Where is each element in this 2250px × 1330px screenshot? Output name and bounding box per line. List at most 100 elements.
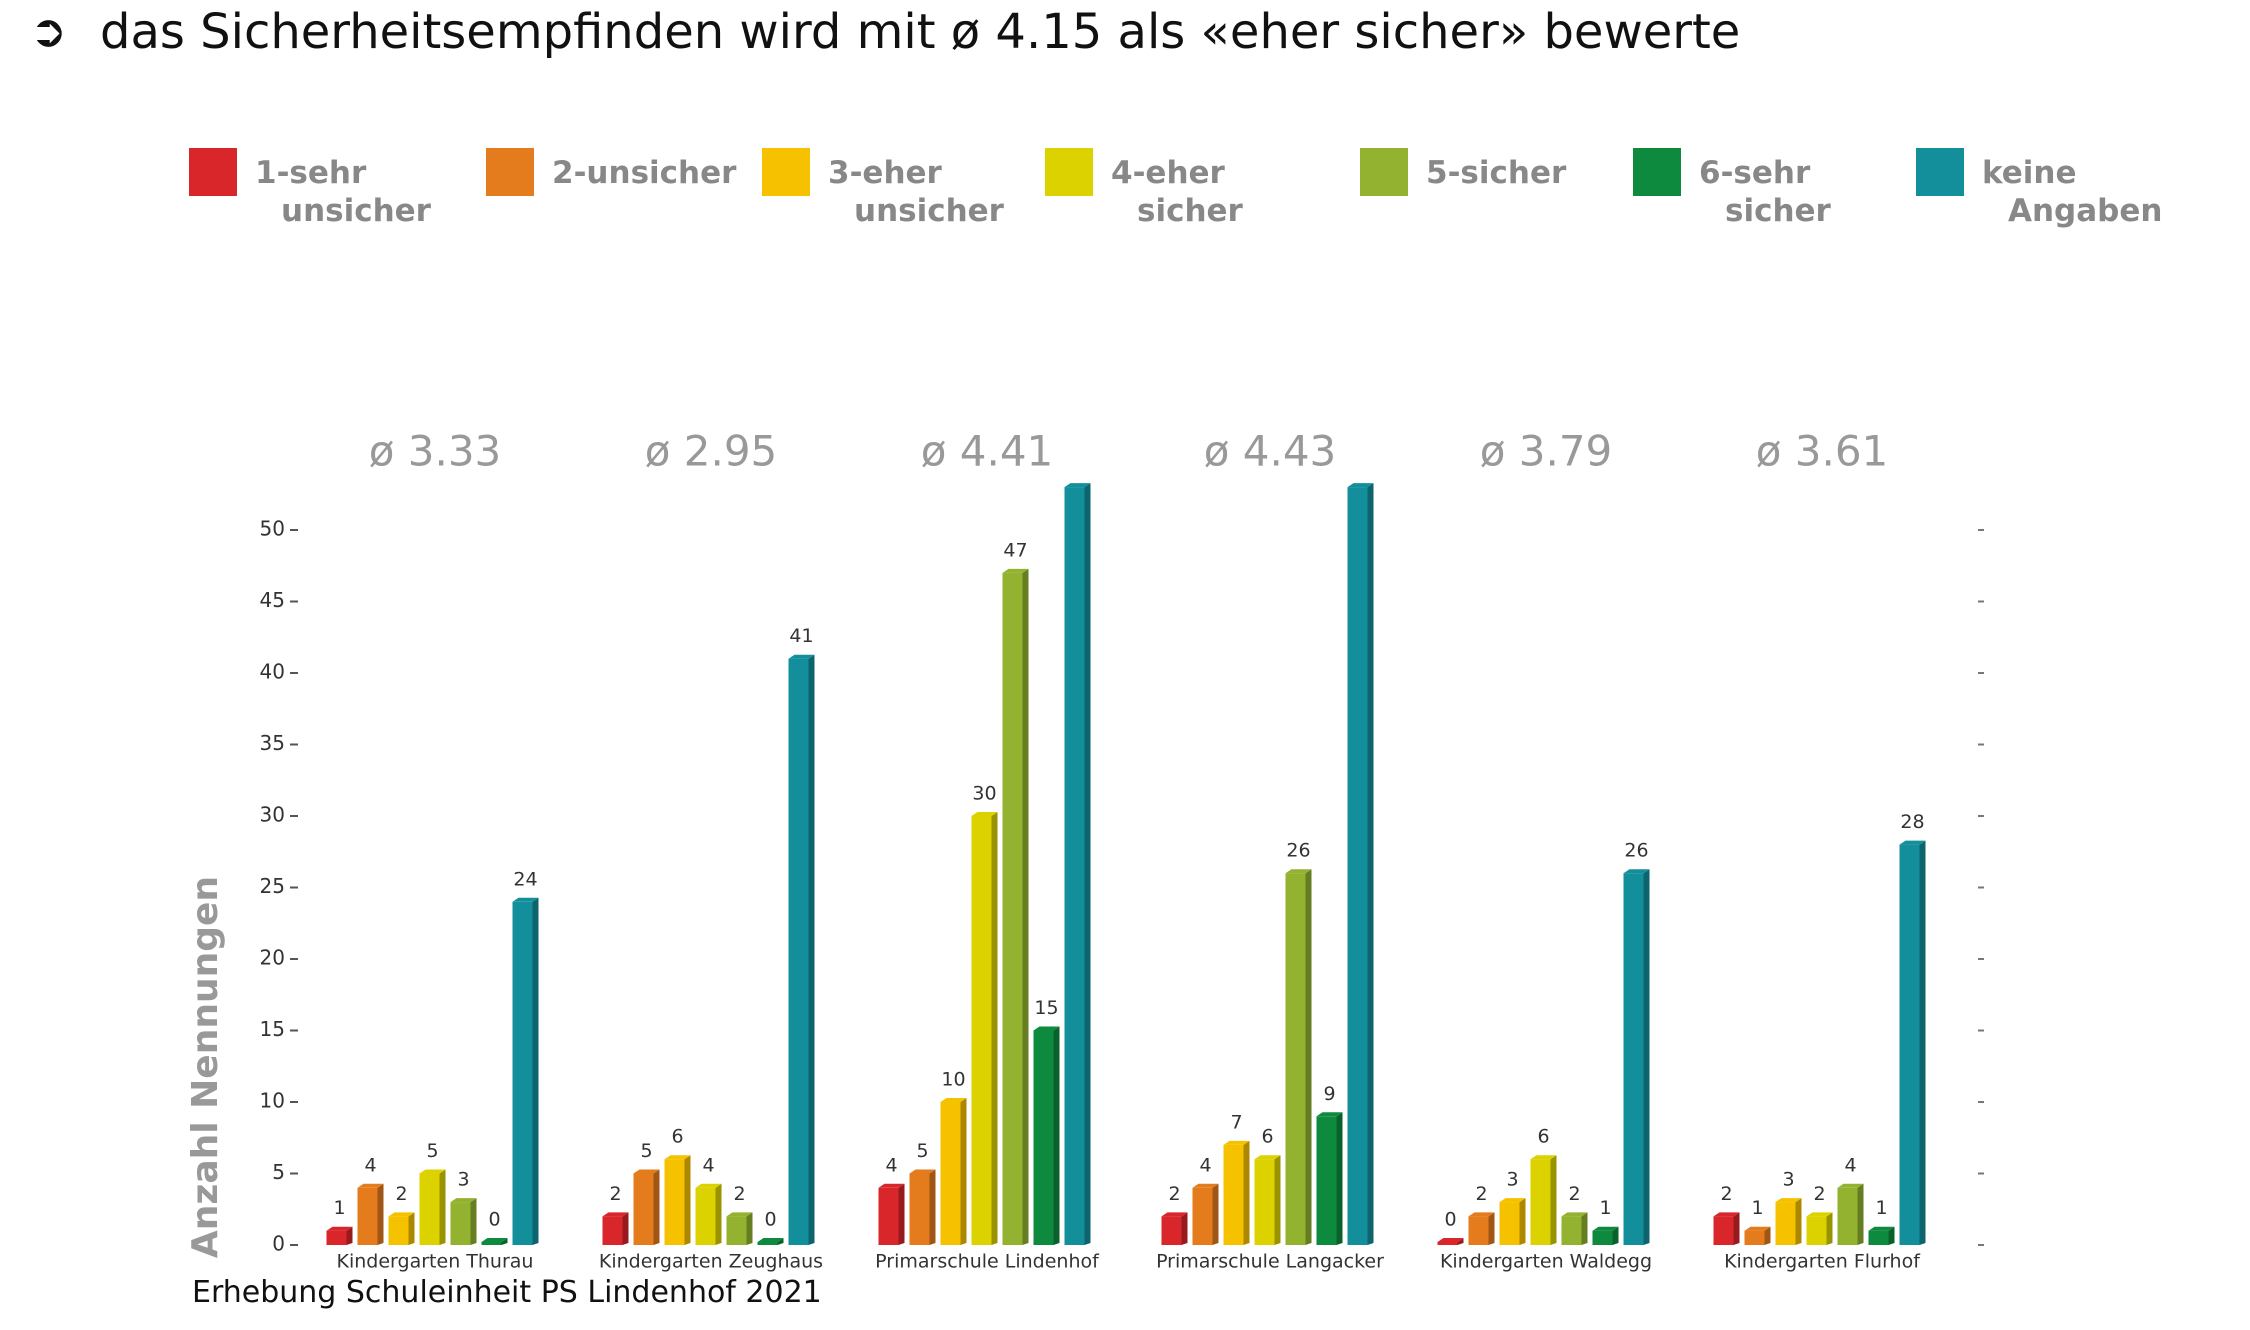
bar-side <box>929 1169 936 1245</box>
bar-side <box>622 1212 629 1245</box>
legend-label: 5-sicher <box>1426 155 1567 191</box>
bar-front <box>1868 1230 1889 1245</box>
bar <box>971 812 998 1245</box>
data-label: 3 <box>1506 1169 1518 1191</box>
bar-top <box>326 1226 353 1231</box>
bar-side <box>1826 1212 1833 1245</box>
data-label: 41 <box>789 625 813 647</box>
legend-label: 4-eher sicher <box>1111 155 1243 229</box>
bar-front <box>1161 1216 1182 1245</box>
bar <box>1592 1226 1619 1245</box>
x-tick-label: Primarschule Langacker <box>1156 1251 1384 1273</box>
bar <box>726 1212 753 1245</box>
chart-title: das Sicherheitsempfinden wird mit ø 4.15… <box>100 4 1741 60</box>
bar-side <box>777 1238 784 1245</box>
average-label: ø 4.41 <box>921 427 1054 476</box>
data-label: 1 <box>333 1197 345 1219</box>
bar <box>1161 1212 1188 1245</box>
bar-front <box>357 1187 378 1245</box>
y-tick-label: 15 <box>260 1017 285 1041</box>
bar-top <box>419 1169 446 1174</box>
bar-front <box>602 1216 623 1245</box>
data-label: 5 <box>426 1140 438 1162</box>
bar-side <box>1888 1226 1895 1245</box>
bar-front <box>512 901 533 1245</box>
legend-swatch <box>1916 148 1964 196</box>
arrow-icon: ➲ <box>30 6 67 57</box>
bar-front <box>1347 487 1368 1246</box>
y-tick-label: 30 <box>260 803 285 827</box>
data-label: 4 <box>1199 1154 1211 1176</box>
data-label: 0 <box>1444 1209 1456 1231</box>
bar <box>788 654 815 1245</box>
bar <box>357 1183 384 1245</box>
data-label: 1 <box>1751 1197 1763 1219</box>
legend-swatch <box>1045 148 1093 196</box>
bar-top <box>1064 483 1091 488</box>
bar-side <box>1336 1112 1343 1245</box>
x-tick-label: Kindergarten Zeughaus <box>599 1251 823 1273</box>
bar-top <box>1837 1183 1864 1188</box>
bar <box>1285 869 1312 1245</box>
bar-top <box>633 1169 660 1174</box>
bar-top <box>757 1238 784 1242</box>
bar-front <box>1223 1144 1244 1245</box>
bar-top <box>1806 1212 1833 1217</box>
y-tick-label: 40 <box>260 660 285 684</box>
bar-top <box>1868 1226 1895 1231</box>
bar-front <box>1713 1216 1734 1245</box>
data-label: 6 <box>1261 1126 1273 1148</box>
legend-swatch <box>762 148 810 196</box>
bar-front <box>1499 1202 1520 1245</box>
bar-front <box>1530 1159 1551 1245</box>
data-label: 7 <box>1230 1111 1242 1133</box>
bar <box>1744 1226 1771 1245</box>
bar-front <box>388 1216 409 1245</box>
bar-side <box>1919 840 1926 1245</box>
x-tick-label: Kindergarten Waldegg <box>1440 1251 1652 1273</box>
bar-top <box>1775 1198 1802 1203</box>
bar <box>1623 869 1650 1245</box>
bar-side <box>808 654 815 1245</box>
bar-front <box>878 1187 899 1245</box>
bar-front <box>909 1173 930 1245</box>
y-tick-label: 10 <box>260 1089 285 1113</box>
bar <box>633 1169 660 1245</box>
bar-side <box>470 1198 477 1245</box>
bar-top <box>1530 1155 1557 1160</box>
legend-label: 2-unsicher <box>552 155 737 191</box>
bar-front <box>450 1202 471 1245</box>
y-tick-label: 5 <box>272 1160 285 1184</box>
data-label: 2 <box>1475 1183 1487 1205</box>
bar-side <box>1022 568 1029 1245</box>
data-label: 0 <box>764 1209 776 1231</box>
bar-top <box>1033 1026 1060 1031</box>
legend-swatch <box>486 148 534 196</box>
bar-side <box>653 1169 660 1245</box>
legend-label: 1-sehr unsicher <box>255 155 431 229</box>
bar <box>1499 1198 1526 1245</box>
bar-front <box>1806 1216 1827 1245</box>
y-tick-label: 50 <box>260 517 285 541</box>
bar-top <box>481 1238 508 1242</box>
data-label: 3 <box>457 1169 469 1191</box>
bar-front <box>326 1230 347 1245</box>
bar-front <box>1623 873 1644 1245</box>
bar-side <box>746 1212 753 1245</box>
bar-front <box>788 658 809 1245</box>
bar-side <box>1274 1155 1281 1245</box>
bar <box>1437 1238 1464 1245</box>
data-label: 5 <box>640 1140 652 1162</box>
bar-front <box>695 1187 716 1245</box>
bar <box>664 1155 691 1245</box>
data-label: 2 <box>733 1183 745 1205</box>
data-label: 0 <box>488 1209 500 1231</box>
x-tick-label: Primarschule Lindenhof <box>875 1251 1100 1273</box>
y-tick-label: 25 <box>260 874 285 898</box>
bar <box>1713 1212 1740 1245</box>
y-tick-label: 0 <box>272 1232 285 1256</box>
bar-side <box>715 1183 722 1245</box>
data-label: 6 <box>1537 1126 1549 1148</box>
legend-label: keine Angaben <box>1982 155 2163 229</box>
data-label: 2 <box>395 1183 407 1205</box>
